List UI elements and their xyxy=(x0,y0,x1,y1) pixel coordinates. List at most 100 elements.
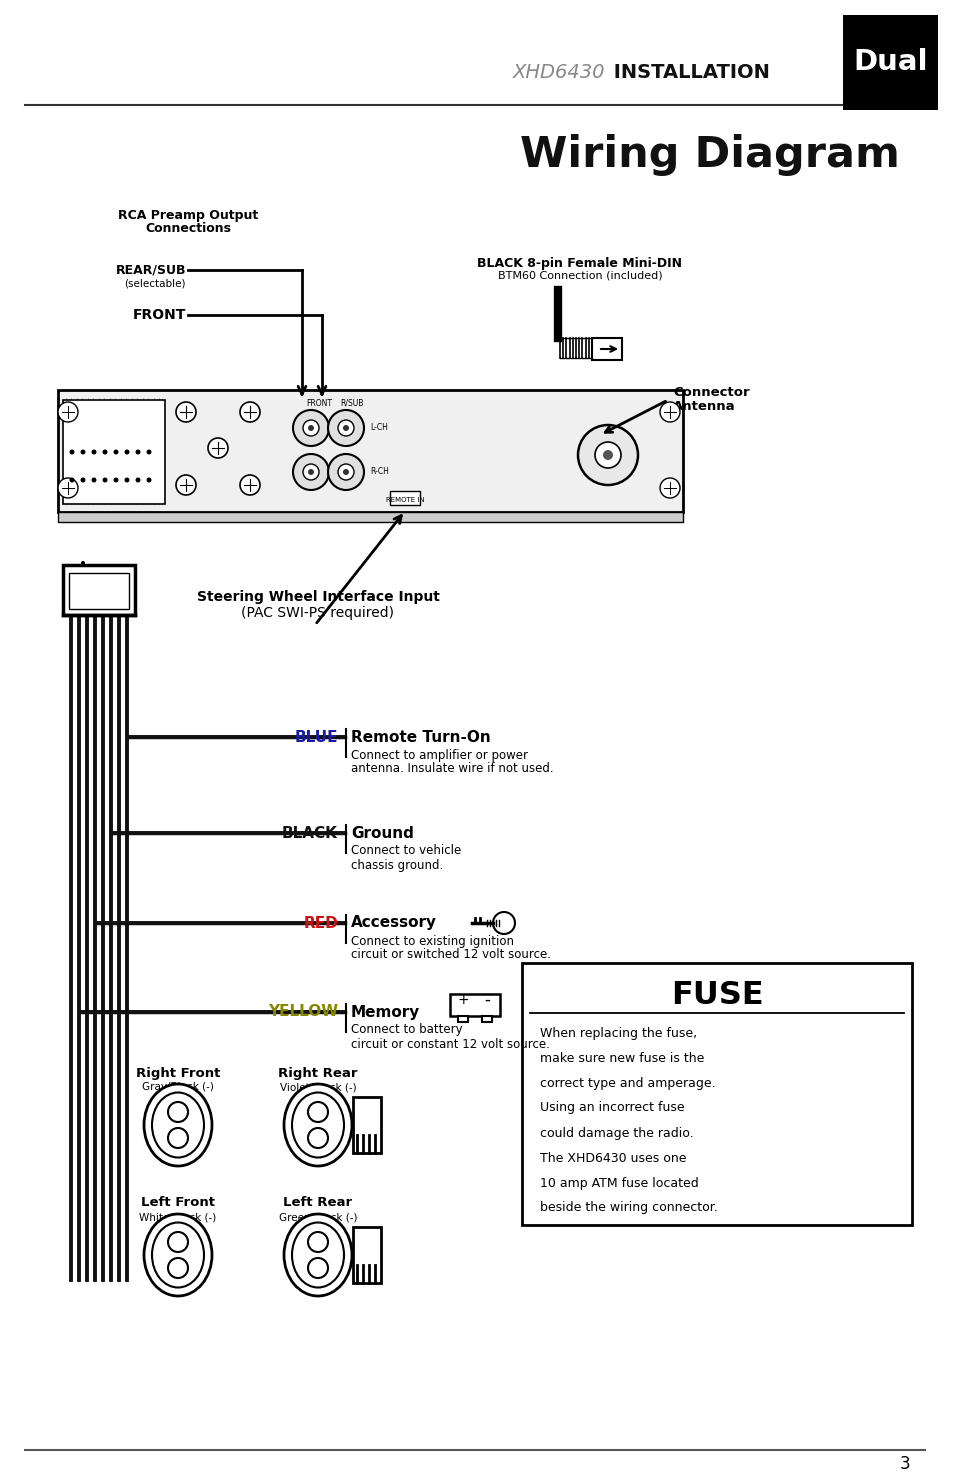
Circle shape xyxy=(602,450,613,460)
Text: R-CH: R-CH xyxy=(370,468,389,476)
Circle shape xyxy=(70,478,74,482)
Circle shape xyxy=(168,1258,188,1277)
Circle shape xyxy=(595,442,620,468)
Circle shape xyxy=(308,1128,328,1148)
Text: INSTALLATION: INSTALLATION xyxy=(606,62,769,81)
Text: L-CH: L-CH xyxy=(370,423,388,432)
Circle shape xyxy=(168,1232,188,1252)
Circle shape xyxy=(293,410,329,445)
Text: antenna. Insulate wire if not used.: antenna. Insulate wire if not used. xyxy=(351,763,553,776)
Text: BTM60 Connection (included): BTM60 Connection (included) xyxy=(497,271,661,282)
Text: FRONT: FRONT xyxy=(132,308,186,322)
Bar xyxy=(457,1016,468,1022)
Ellipse shape xyxy=(152,1093,204,1158)
Text: circuit or switched 12 volt source.: circuit or switched 12 volt source. xyxy=(351,948,551,962)
Circle shape xyxy=(168,1128,188,1148)
Text: Using an incorrect fuse: Using an incorrect fuse xyxy=(539,1102,684,1115)
Ellipse shape xyxy=(292,1093,344,1158)
Text: Connect to battery: Connect to battery xyxy=(351,1024,462,1037)
Text: R/SUB: R/SUB xyxy=(339,398,363,407)
Text: RCA Preamp Output: RCA Preamp Output xyxy=(118,208,258,221)
Circle shape xyxy=(493,912,515,934)
Bar xyxy=(842,15,937,111)
Ellipse shape xyxy=(284,1214,352,1297)
Text: XHD6430: XHD6430 xyxy=(512,62,604,81)
Text: The XHD6430 uses one: The XHD6430 uses one xyxy=(539,1152,686,1164)
Circle shape xyxy=(308,1232,328,1252)
Text: (PAC SWI-PS required): (PAC SWI-PS required) xyxy=(241,606,395,619)
Bar xyxy=(69,572,129,609)
Text: When replacing the fuse,: When replacing the fuse, xyxy=(539,1027,697,1040)
Text: Green (+): Green (+) xyxy=(292,1226,343,1235)
Text: chassis ground.: chassis ground. xyxy=(351,858,443,872)
Text: Dual: Dual xyxy=(852,49,927,77)
Bar xyxy=(58,512,682,522)
Text: 3: 3 xyxy=(899,1454,909,1474)
Circle shape xyxy=(659,478,679,499)
Text: could damage the radio.: could damage the radio. xyxy=(539,1127,693,1140)
Ellipse shape xyxy=(144,1214,212,1297)
Text: Connect to existing ignition: Connect to existing ignition xyxy=(351,935,514,947)
Text: (selectable): (selectable) xyxy=(125,277,186,288)
Text: Violet/Black (-): Violet/Black (-) xyxy=(279,1083,355,1092)
Circle shape xyxy=(328,454,364,490)
Text: RED: RED xyxy=(303,916,337,931)
Circle shape xyxy=(135,450,140,454)
Bar xyxy=(353,1227,380,1283)
Circle shape xyxy=(208,438,228,459)
Circle shape xyxy=(147,478,152,482)
Text: circuit or constant 12 volt source.: circuit or constant 12 volt source. xyxy=(351,1037,549,1050)
Circle shape xyxy=(328,410,364,445)
Circle shape xyxy=(343,469,349,475)
Circle shape xyxy=(578,425,638,485)
Circle shape xyxy=(308,425,314,431)
Text: Green/Black (-): Green/Black (-) xyxy=(278,1212,356,1221)
Text: 10 amp ATM fuse located: 10 amp ATM fuse located xyxy=(539,1177,698,1189)
Text: Left Front: Left Front xyxy=(141,1196,214,1210)
Bar xyxy=(481,1016,492,1022)
Text: Right Front: Right Front xyxy=(135,1066,220,1080)
Circle shape xyxy=(175,403,195,422)
Text: Remote Turn-On: Remote Turn-On xyxy=(351,730,490,745)
Text: Steering Wheel Interface Input: Steering Wheel Interface Input xyxy=(196,590,439,603)
Circle shape xyxy=(343,425,349,431)
Circle shape xyxy=(58,478,78,499)
Ellipse shape xyxy=(292,1223,344,1288)
Circle shape xyxy=(80,450,86,454)
Text: ®: ® xyxy=(928,18,936,27)
Circle shape xyxy=(58,403,78,422)
Text: Violet (+): Violet (+) xyxy=(293,1094,342,1105)
Circle shape xyxy=(337,465,354,479)
Text: REAR/SUB: REAR/SUB xyxy=(115,264,186,276)
Text: Gray (+): Gray (+) xyxy=(155,1094,200,1105)
Circle shape xyxy=(102,450,108,454)
Text: YELLOW: YELLOW xyxy=(268,1004,337,1019)
Bar xyxy=(450,994,499,1016)
Circle shape xyxy=(102,478,108,482)
Text: Left Rear: Left Rear xyxy=(283,1196,353,1210)
Circle shape xyxy=(308,1102,328,1122)
Bar xyxy=(390,491,419,504)
Circle shape xyxy=(308,469,314,475)
Text: make sure new fuse is the: make sure new fuse is the xyxy=(539,1052,703,1065)
Ellipse shape xyxy=(152,1223,204,1288)
Text: correct type and amperage.: correct type and amperage. xyxy=(539,1077,715,1090)
Text: Wiring Diagram: Wiring Diagram xyxy=(519,134,899,176)
Bar xyxy=(592,338,621,360)
Bar xyxy=(353,1097,380,1153)
Text: Connections: Connections xyxy=(145,221,231,235)
Text: Antenna: Antenna xyxy=(672,401,735,413)
Text: BLACK 8-pin Female Mini-DIN: BLACK 8-pin Female Mini-DIN xyxy=(477,257,681,270)
Text: White (+): White (+) xyxy=(152,1226,203,1235)
Text: +: + xyxy=(456,993,468,1007)
Text: Accessory: Accessory xyxy=(351,916,436,931)
Circle shape xyxy=(659,403,679,422)
Text: Gray/Black (-): Gray/Black (-) xyxy=(142,1083,213,1092)
Text: beside the wiring connector.: beside the wiring connector. xyxy=(539,1202,717,1214)
Circle shape xyxy=(303,420,318,437)
Text: Connect to vehicle: Connect to vehicle xyxy=(351,845,460,857)
Text: FUSE: FUSE xyxy=(670,981,762,1012)
Text: BLUE: BLUE xyxy=(294,730,337,745)
Text: BLACK: BLACK xyxy=(282,826,337,841)
Text: REMOTE IN: REMOTE IN xyxy=(385,497,424,503)
